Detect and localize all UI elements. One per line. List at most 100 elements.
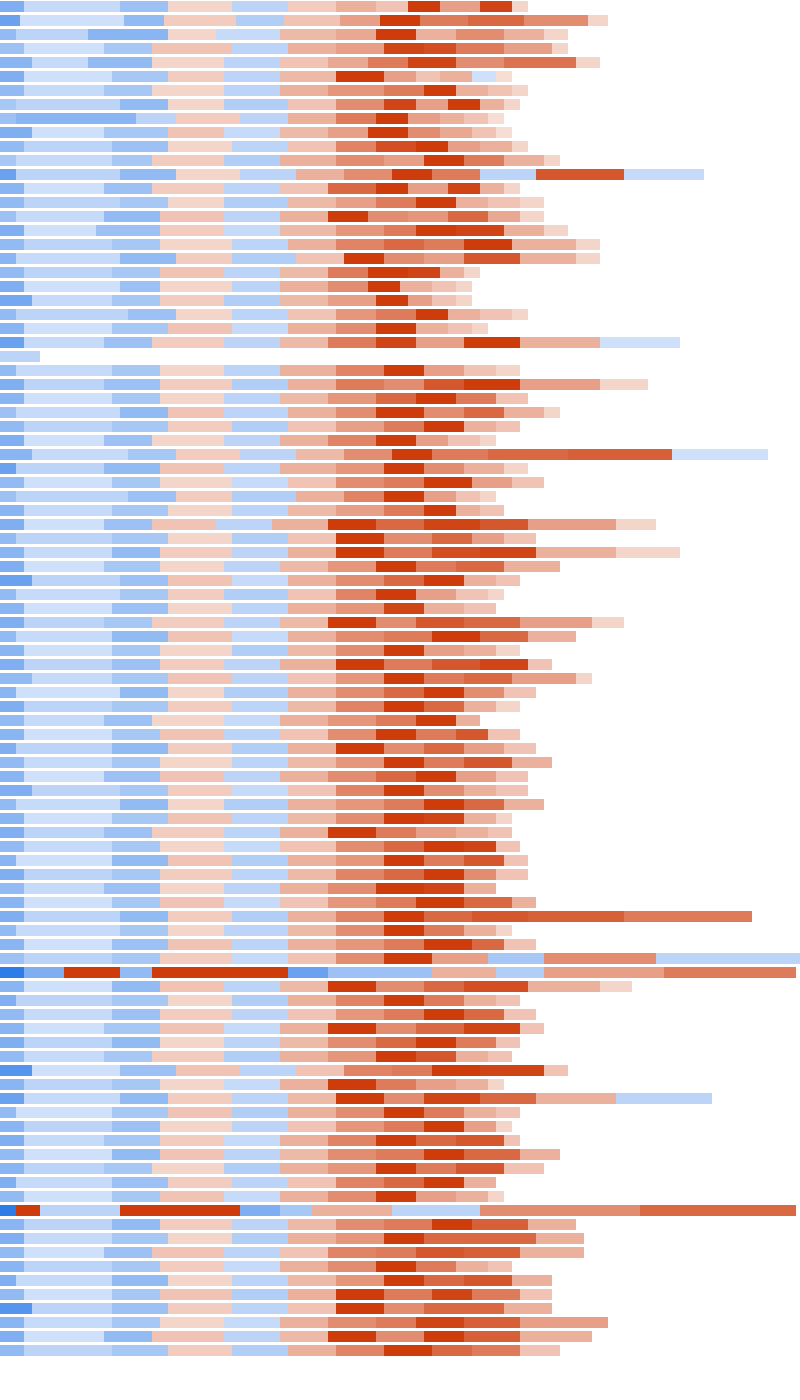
token-cell — [0, 1191, 24, 1202]
token-cell — [424, 757, 464, 768]
token-cell — [416, 1079, 456, 1090]
token-cell — [464, 267, 480, 278]
token-cell — [416, 435, 448, 446]
token-cell — [384, 505, 424, 516]
token-cell — [328, 729, 376, 740]
token-cell — [0, 1261, 24, 1272]
token-cell — [528, 911, 624, 922]
token-cell — [288, 911, 336, 922]
token-cell — [328, 1163, 376, 1174]
token-cell — [336, 1345, 384, 1356]
token-cell — [208, 967, 288, 978]
token-cell — [160, 547, 232, 558]
token-cell — [232, 575, 288, 586]
token-cell — [280, 771, 328, 782]
token-cell — [24, 43, 104, 54]
token-cell — [464, 1177, 496, 1188]
token-cell — [480, 519, 528, 530]
token-cell — [464, 757, 512, 768]
token-cell — [0, 1037, 24, 1048]
token-cell — [376, 113, 408, 124]
token-cell — [232, 1345, 288, 1356]
token-cell — [336, 659, 384, 670]
token-cell — [512, 141, 528, 152]
token-cell — [424, 239, 464, 250]
token-cell — [536, 1093, 616, 1104]
token-cell — [104, 43, 152, 54]
token-cell — [328, 127, 368, 138]
token-cell — [464, 365, 496, 376]
token-cell — [152, 1247, 224, 1258]
token-cell — [16, 29, 88, 40]
token-cell — [384, 225, 416, 236]
token-cell — [288, 1345, 336, 1356]
token-cell — [416, 715, 456, 726]
token-cell — [104, 379, 160, 390]
token-cell — [0, 1345, 24, 1356]
token-cell — [160, 981, 224, 992]
token-cell — [0, 253, 16, 264]
token-cell — [496, 995, 520, 1006]
token-cell — [168, 813, 232, 824]
token-cell — [24, 771, 104, 782]
token-cell — [128, 449, 176, 460]
token-cell — [336, 29, 376, 40]
token-cell — [104, 211, 160, 222]
token-cell — [384, 71, 416, 82]
token-cell — [544, 407, 560, 418]
token-cell — [16, 211, 104, 222]
token-cell — [0, 925, 16, 936]
token-cell — [336, 477, 384, 488]
token-cell — [416, 29, 456, 40]
token-cell — [112, 1289, 160, 1300]
token-cell — [380, 15, 420, 26]
token-cell — [120, 99, 168, 110]
token-cell — [24, 827, 104, 838]
token-cell — [496, 785, 528, 796]
token-cell — [112, 267, 160, 278]
token-cell — [0, 491, 16, 502]
token-cell — [480, 309, 512, 320]
token-cell — [376, 981, 424, 992]
token-cell — [176, 1065, 240, 1076]
token-cell — [160, 1149, 224, 1160]
token-cell — [340, 15, 380, 26]
token-cell — [24, 1191, 112, 1202]
token-cell — [24, 1079, 112, 1090]
token-cell — [424, 743, 464, 754]
token-cell — [232, 477, 288, 488]
token-cell — [328, 1191, 376, 1202]
token-cell — [464, 575, 496, 586]
token-cell — [328, 337, 376, 348]
token-cell — [16, 1205, 40, 1216]
token-cell — [376, 519, 424, 530]
token-cell — [424, 575, 464, 586]
token-cell — [232, 239, 288, 250]
token-cell — [104, 1051, 152, 1062]
token-cell — [112, 757, 160, 768]
token-cell — [0, 1149, 24, 1160]
token-cell — [376, 1149, 424, 1160]
token-cell — [496, 967, 544, 978]
token-cell — [504, 225, 544, 236]
token-cell — [512, 85, 528, 96]
token-cell — [232, 939, 288, 950]
token-cell — [464, 995, 496, 1006]
token-cell — [504, 799, 544, 810]
token-cell — [552, 43, 568, 54]
token-cell — [280, 617, 328, 628]
token-cell — [384, 253, 424, 264]
token-cell — [336, 365, 384, 376]
token-cell — [24, 911, 120, 922]
token-cell — [384, 1009, 424, 1020]
token-cell — [0, 365, 16, 376]
token-cell — [328, 771, 376, 782]
token-cell — [288, 113, 336, 124]
token-cell — [424, 365, 464, 376]
token-cell — [440, 267, 464, 278]
token-cell — [328, 1079, 376, 1090]
token-cell — [472, 939, 504, 950]
token-cell — [384, 1219, 432, 1230]
token-cell — [432, 295, 456, 306]
token-cell — [424, 1121, 464, 1132]
